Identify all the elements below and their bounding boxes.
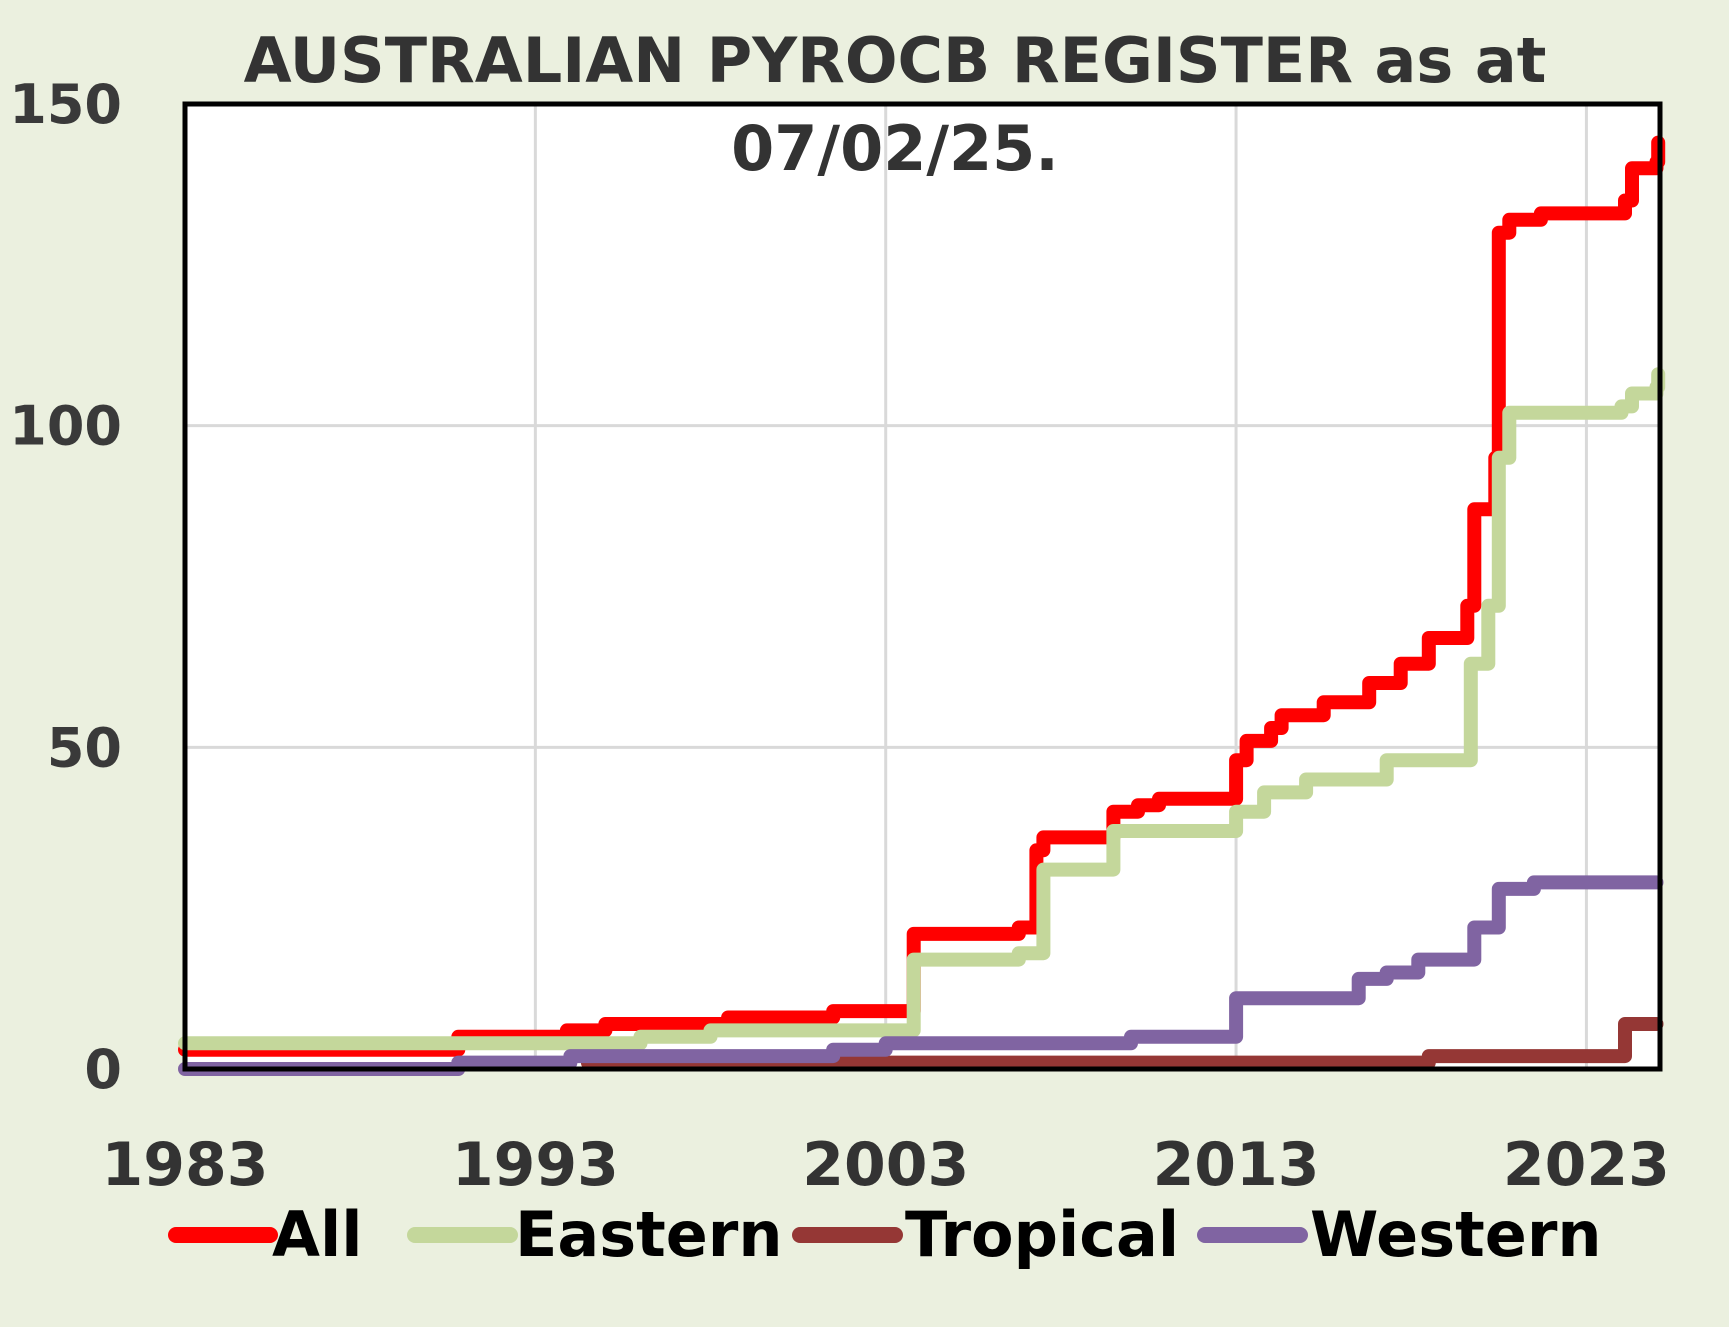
series-line-all bbox=[178, 135, 1666, 1057]
chart-title-line-2: 07/02/25. bbox=[731, 112, 1059, 185]
legend-label-all: All bbox=[272, 1198, 363, 1271]
y-tick-label: 150 bbox=[9, 73, 122, 136]
legend-label-eastern: Eastern bbox=[515, 1198, 783, 1271]
series-lines bbox=[178, 135, 1666, 1076]
plot-area bbox=[185, 104, 1660, 1069]
chart-title: AUSTRALIAN PYROCB REGISTER as at 07/02/2… bbox=[244, 24, 1547, 185]
x-tick-label: 2013 bbox=[1153, 1130, 1320, 1200]
y-tick-label: 100 bbox=[9, 395, 122, 458]
x-tick-label: 2003 bbox=[802, 1130, 969, 1200]
series-line-eastern bbox=[178, 367, 1666, 1051]
chart-title-line-1: AUSTRALIAN PYROCB REGISTER as at bbox=[244, 24, 1547, 97]
legend: All Eastern Tropical Western bbox=[168, 1198, 1602, 1271]
series-line-tropical bbox=[580, 1017, 1664, 1070]
x-tick-label: 1983 bbox=[102, 1130, 269, 1200]
legend-label-tropical: Tropical bbox=[905, 1198, 1179, 1271]
x-tick-label: 1993 bbox=[452, 1130, 619, 1200]
plot-border bbox=[182, 101, 1663, 1072]
y-tick-label: 50 bbox=[47, 716, 122, 779]
axis-labels: 0 50 100 150 1983 1993 2003 2013 2023 bbox=[9, 73, 1670, 1200]
y-tick-label: 0 bbox=[84, 1038, 122, 1101]
grid-lines bbox=[185, 104, 1660, 1069]
series-line-western bbox=[178, 875, 1664, 1076]
legend-label-western: Western bbox=[1310, 1198, 1602, 1271]
x-tick-label: 2023 bbox=[1503, 1130, 1670, 1200]
